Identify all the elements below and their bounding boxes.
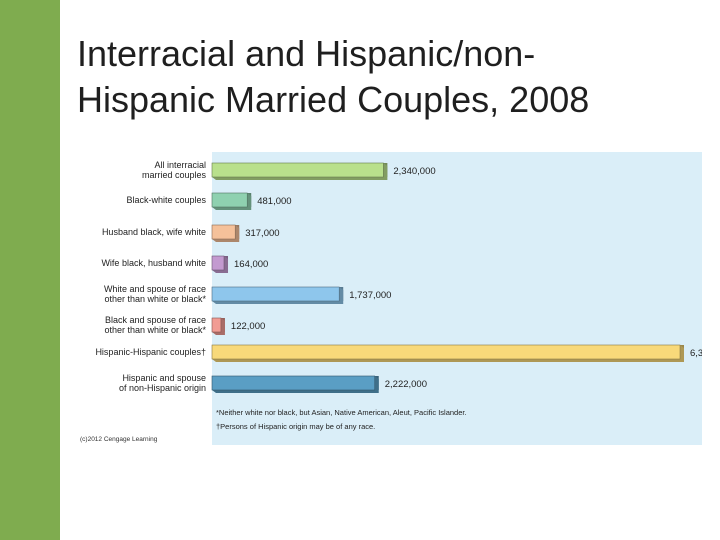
bar — [211, 317, 222, 333]
sidebar-accent-bar — [0, 0, 60, 540]
bar-shadow — [212, 256, 229, 273]
bar — [211, 255, 225, 271]
data-label: 2,222,000 — [385, 379, 427, 390]
credit-line: (c)2012 Cengage Learning — [80, 436, 158, 443]
bar-shadow — [212, 345, 684, 362]
data-label: 164,000 — [234, 259, 268, 270]
category-label: Black-white couples — [126, 195, 206, 205]
bar — [211, 192, 248, 208]
category-label: Wife black, husband white — [101, 258, 206, 268]
bar — [211, 344, 681, 360]
category-label: Hispanic-Hispanic couples† — [95, 347, 206, 357]
category-label: All interracial — [154, 160, 206, 170]
category-label: other than white or black* — [104, 294, 206, 304]
bar — [211, 375, 376, 391]
category-label: Black and spouse of race — [105, 315, 206, 325]
category-label: White and spouse of race — [104, 284, 206, 294]
data-label: 122,000 — [231, 321, 265, 332]
category-label: Husband black, wife white — [102, 227, 206, 237]
category-label: other than white or black* — [104, 325, 206, 335]
category-label: of non-Hispanic origin — [119, 383, 206, 393]
footnote: *Neither white nor black, but Asian, Nat… — [216, 408, 467, 417]
bar-shadow — [212, 376, 379, 393]
data-label: 481,000 — [257, 196, 291, 207]
category-label: Hispanic and spouse — [122, 373, 206, 383]
bar — [211, 162, 384, 178]
slide-title-line-1: Interracial and Hispanic/non- — [77, 33, 536, 74]
data-label: 1,737,000 — [349, 290, 391, 301]
data-label: 317,000 — [245, 228, 279, 239]
bar — [211, 286, 340, 302]
slide-title: Interracial and Hispanic/non- Hispanic M… — [77, 31, 697, 123]
bar-shadow — [212, 163, 388, 180]
bar-shadow — [212, 225, 240, 242]
footnote: †Persons of Hispanic origin may be of an… — [216, 422, 375, 431]
bar-chart: 2,340,000 All interracial married couples 4… — [78, 152, 702, 445]
data-label: 6,390,000 — [690, 348, 702, 359]
slide-title-line-2: Hispanic Married Couples, 2008 — [77, 79, 590, 120]
bar — [211, 224, 236, 240]
bar-shadow — [212, 318, 225, 335]
data-label: 2,340,000 — [393, 166, 435, 177]
bar-shadow — [212, 287, 344, 304]
category-label: married couples — [142, 170, 207, 180]
